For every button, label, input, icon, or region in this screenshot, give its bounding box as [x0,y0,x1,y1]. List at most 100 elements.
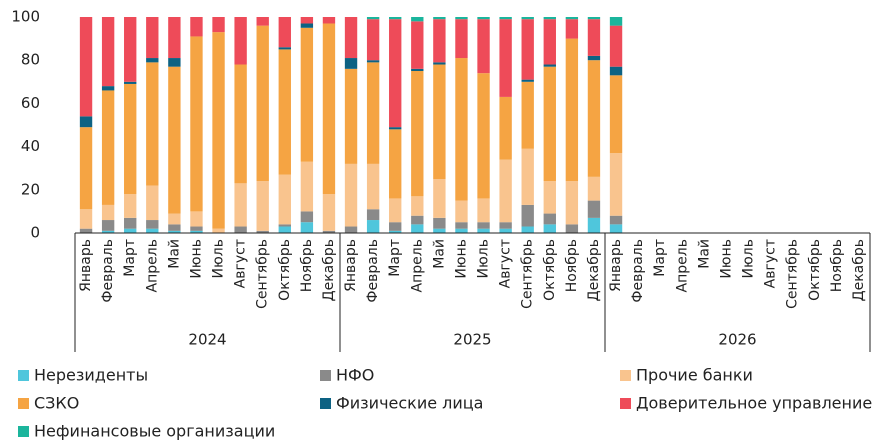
bar-segment [300,27,314,162]
legend-label: НФО [336,366,374,385]
bar-segment [79,116,93,128]
bar-segment [543,224,556,233]
bar-segment [256,25,269,182]
bar-segment [389,198,402,223]
bar-segment [521,204,534,227]
bar-segment [168,213,181,225]
bar-segment [433,228,446,233]
bar-segment [565,181,579,225]
bar-segment [168,224,181,231]
bar-segment [433,17,446,20]
bar-segment [411,68,424,71]
y-tick-label: 60 [21,94,40,112]
bar-segment [389,222,402,231]
bar-segment [565,19,579,39]
bar-segment [344,17,358,59]
bar-segment [609,224,623,233]
y-tick-label: 80 [21,51,40,69]
legend-label: СЗКО [34,394,79,413]
bar-segment [433,217,446,229]
bar-segment [366,62,380,164]
x-tick-label: Февраль [365,239,381,303]
bar-segment [124,217,137,229]
bar-segment [168,230,181,233]
bar-segment [278,174,291,225]
bar-segment [521,17,534,20]
bar-segment [79,17,93,117]
x-tick-label: Июнь [453,239,469,279]
bar-segment [411,196,424,216]
legend-swatch [320,398,331,409]
bar-segment [366,60,380,63]
bar-segment [521,148,534,205]
x-tick-label: Август [233,239,249,288]
bar-segment [190,230,203,233]
bar-segment [477,198,490,223]
legend-swatch [18,426,29,437]
bar-segment [433,19,446,63]
bar-segment [455,228,468,233]
x-tick-label: Октябрь [542,239,558,301]
x-tick-label: Ноябрь [829,239,845,292]
bar-segment [455,200,468,223]
bar-segment [587,17,601,20]
bar-segment [256,17,269,26]
bar-segment [455,222,468,229]
bar-segment [499,19,512,97]
x-tick-label: Август [763,239,779,288]
bar-segment [565,38,579,182]
x-tick-label: Апрель [674,239,690,292]
bar-segment [609,75,623,154]
bar-segment [278,224,291,227]
bar-segment [411,21,424,69]
x-tick-label: Март [387,239,403,277]
bar-segment [587,217,601,233]
bar-segment [477,228,490,233]
legend-label: Нефинансовые организации [34,422,275,441]
bar-segment [146,185,159,221]
bar-segment [366,19,380,61]
bar-segment [609,153,623,216]
bar-segment [79,228,93,233]
bar-segment [389,129,402,199]
bar-segment [477,73,490,199]
bar-segment [146,220,159,229]
bar-segment [499,222,512,229]
bar-segment [256,230,269,233]
bar-segment [124,81,137,84]
bar-segment [190,226,203,231]
bar-segment [212,17,225,33]
y-tick-label: 20 [21,180,40,198]
bar-segment [455,19,468,59]
bar-segment [256,181,269,231]
bar-segment [543,19,556,65]
legend-swatch [620,370,631,381]
x-tick-label: Май [166,239,182,269]
legend-swatch [18,398,29,409]
bar-segment [212,228,225,233]
bar-segment [366,220,380,233]
x-tick-label: Июль [476,239,492,278]
legend-swatch [320,370,331,381]
x-tick-label: Октябрь [807,239,823,301]
bar-segment [278,226,291,233]
bar-segment [543,181,556,214]
bar-segment [389,19,402,128]
bar-segment [101,204,115,221]
legend-swatch [18,370,29,381]
bar-segment [168,58,181,67]
bar-segment [587,55,601,61]
x-tick-label: Февраль [100,239,116,303]
legend-swatch [620,398,631,409]
bar-segment [433,62,446,65]
bar-segment [543,64,556,67]
x-tick-label: Март [122,239,138,277]
y-tick-label: 40 [21,137,40,155]
x-tick-label: Октябрь [277,239,293,301]
x-tick-label: Июнь [718,239,734,279]
x-tick-label: Март [652,239,668,277]
bar-segment [543,17,556,20]
bar-segment [278,47,291,50]
bar-segment [300,23,314,28]
bar-segment [300,17,314,24]
